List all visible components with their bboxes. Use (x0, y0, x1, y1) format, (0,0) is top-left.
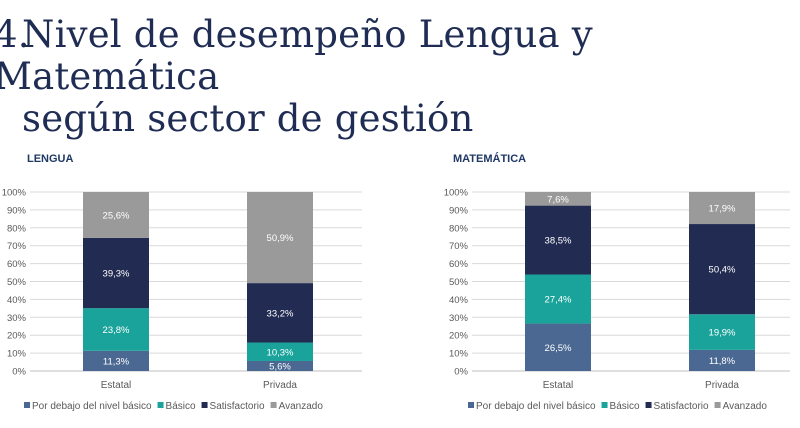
lengua-y-tick-label: 60% (7, 259, 27, 270)
matematica-data-label: 27,4% (545, 295, 572, 306)
matematica-y-tick-label: 50% (449, 277, 469, 288)
lengua-bar-privada-basic (247, 342, 313, 361)
matematica-y-tick-label: 20% (449, 331, 469, 342)
lengua-y-tick-label: 30% (7, 313, 27, 324)
matematica-data-label: 19,9% (709, 328, 736, 339)
matematica-bar-estatal-advanced (525, 192, 591, 206)
lengua-bar-estatal-below-basic (83, 350, 149, 371)
matematica-y-tick-label: 0% (454, 367, 468, 378)
matematica-legend-label: Avanzado (723, 401, 768, 412)
slide-title-line-1: Nivel de desempeño Lengua y Matemática (0, 13, 593, 98)
matematica-data-label: 17,9% (709, 204, 736, 215)
matematica-data-label: 11,8% (709, 356, 736, 367)
matematica-category-label: Estatal (543, 380, 574, 391)
matematica-chart-title: MATEMÁTICA (453, 152, 526, 165)
matematica-y-tick-label: 100% (444, 188, 469, 199)
lengua-legend-swatch-satisfactory (201, 402, 208, 408)
lengua-y-tick-label: 100% (2, 188, 27, 199)
lengua-bar-privada-satisfactory (247, 283, 313, 343)
lengua-bar-estatal-advanced (83, 192, 149, 238)
lengua-legend-swatch-basic (157, 402, 164, 408)
lengua-y-tick-label: 90% (7, 205, 27, 216)
lengua-legend-swatch-below-basic (24, 402, 30, 408)
matematica-y-tick-label: 30% (449, 313, 469, 324)
matematica-category-label: Privada (705, 380, 739, 391)
lengua-y-tick-label: 50% (7, 277, 27, 288)
lengua-y-tick-label: 70% (7, 241, 27, 252)
matematica-data-label: 7,6% (547, 194, 569, 205)
lengua-chart-title: LENGUA (27, 153, 74, 165)
matematica-bar-privada-satisfactory (689, 224, 755, 315)
matematica-data-label: 26,5% (545, 343, 572, 354)
matematica-bar-estatal-basic (525, 274, 591, 324)
matematica-bar-privada-basic (689, 314, 755, 350)
lengua-y-tick-label: 40% (7, 295, 27, 306)
lengua-y-tick-label: 10% (7, 349, 27, 360)
lengua-bar-privada-below-basic (247, 360, 313, 371)
lengua-data-label: 33,2% (267, 308, 294, 319)
lengua-legend-swatch-advanced (270, 402, 277, 408)
lengua-data-label: 50,9% (267, 233, 294, 244)
matematica-legend-label: Básico (610, 401, 640, 412)
lengua-data-label: 10,3% (267, 347, 294, 358)
matematica-legend-swatch-below-basic (468, 402, 474, 408)
lengua-data-label: 25,6% (103, 210, 130, 221)
matematica-legend-label: Por debajo del nivel básico (476, 401, 596, 412)
lengua-y-tick-label: 80% (7, 223, 27, 234)
matematica-legend-label: Satisfactorio (654, 401, 709, 412)
lengua-legend-label: Satisfactorio (210, 401, 265, 412)
lengua-legend-label: Por debajo del nivel básico (32, 401, 152, 412)
lengua-category-label: Privada (263, 380, 297, 391)
lengua-bar-estatal-satisfactory (83, 237, 149, 309)
matematica-legend-swatch-basic (601, 402, 608, 408)
matematica-bar-estatal-below-basic (525, 323, 591, 371)
matematica-legend-swatch-satisfactory (645, 402, 652, 408)
lengua-data-label: 5,6% (269, 361, 291, 372)
matematica-bar-privada-below-basic (689, 349, 755, 371)
matematica-legend-swatch-advanced (714, 402, 721, 408)
matematica-y-tick-label: 40% (449, 295, 469, 306)
matematica-y-tick-label: 80% (449, 223, 469, 234)
slide-title: 4.Nivel de desempeño Lengua y Matemática… (0, 14, 800, 140)
matematica-y-tick-label: 90% (449, 205, 469, 216)
lengua-legend-label: Avanzado (279, 401, 324, 412)
lengua-bar-estatal-basic (83, 308, 149, 351)
slide-title-line-2: según sector de gestión (22, 97, 474, 140)
matematica-y-tick-label: 70% (449, 241, 469, 252)
matematica-data-label: 50,4% (709, 265, 736, 276)
matematica-bar-estatal-satisfactory (525, 205, 591, 275)
lengua-category-label: Estatal (101, 380, 132, 391)
lengua-data-label: 23,8% (103, 325, 130, 336)
lengua-bar-privada-advanced (247, 192, 313, 284)
matematica-data-label: 38,5% (545, 236, 572, 247)
lengua-data-label: 11,3% (103, 356, 130, 367)
lengua-y-tick-label: 20% (7, 331, 27, 342)
matematica-y-tick-label: 10% (449, 349, 469, 360)
lengua-data-label: 39,3% (103, 268, 130, 279)
matematica-bar-privada-advanced (689, 192, 755, 225)
lengua-legend-label: Básico (166, 401, 196, 412)
matematica-y-tick-label: 60% (449, 259, 469, 270)
lengua-y-tick-label: 0% (12, 367, 26, 378)
